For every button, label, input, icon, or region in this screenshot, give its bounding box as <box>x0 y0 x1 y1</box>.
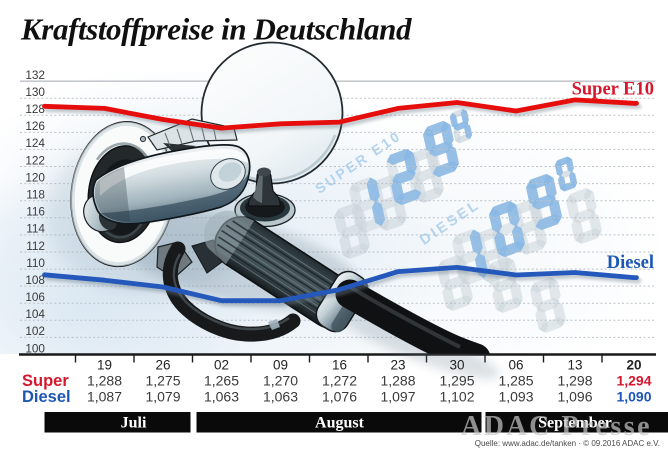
svg-text:106: 106 <box>25 290 45 304</box>
svg-text:20: 20 <box>626 358 641 373</box>
svg-text:1,272: 1,272 <box>322 373 357 389</box>
svg-text:132: 132 <box>25 68 45 82</box>
svg-text:110: 110 <box>26 256 45 270</box>
svg-text:1,102: 1,102 <box>439 389 474 405</box>
svg-text:26: 26 <box>155 358 170 373</box>
svg-text:Diesel: Diesel <box>22 388 71 406</box>
svg-text:124: 124 <box>25 136 45 150</box>
svg-text:104: 104 <box>25 307 45 321</box>
svg-text:30: 30 <box>449 358 464 373</box>
svg-text:1,097: 1,097 <box>380 389 415 405</box>
svg-text:1,295: 1,295 <box>439 373 474 389</box>
svg-text:1,285: 1,285 <box>498 373 533 389</box>
svg-text:1,076: 1,076 <box>322 389 357 405</box>
svg-text:1,288: 1,288 <box>380 373 415 389</box>
svg-text:Quelle: www.adac.de/tanken · ©: Quelle: www.adac.de/tanken · © 09.2016 A… <box>475 439 660 448</box>
svg-text:1,298: 1,298 <box>557 373 592 389</box>
svg-text:116: 116 <box>26 205 45 219</box>
svg-text:1,275: 1,275 <box>145 373 180 389</box>
svg-text:1,288: 1,288 <box>87 373 122 389</box>
svg-text:Juli: Juli <box>121 415 147 432</box>
svg-text:06: 06 <box>508 358 523 373</box>
svg-text:1,270: 1,270 <box>263 373 298 389</box>
svg-text:Super E10: Super E10 <box>572 80 654 100</box>
svg-text:122: 122 <box>25 153 45 167</box>
svg-text:120: 120 <box>25 170 45 184</box>
svg-text:1,096: 1,096 <box>557 389 592 405</box>
svg-text:16: 16 <box>332 358 347 373</box>
svg-text:Diesel: Diesel <box>607 253 654 273</box>
svg-text:118: 118 <box>26 188 45 202</box>
svg-text:1,087: 1,087 <box>87 389 122 405</box>
svg-text:19: 19 <box>97 358 112 373</box>
svg-text:1,090: 1,090 <box>616 389 651 405</box>
svg-text:ADAC Presse: ADAC Presse <box>461 411 652 442</box>
svg-text:102: 102 <box>25 324 45 338</box>
svg-text:126: 126 <box>25 119 45 133</box>
svg-text:100: 100 <box>25 341 45 355</box>
svg-text:1,093: 1,093 <box>498 389 533 405</box>
svg-text:130: 130 <box>25 85 45 99</box>
svg-text:23: 23 <box>390 358 405 373</box>
svg-text:02: 02 <box>214 358 229 373</box>
svg-text:1,063: 1,063 <box>204 389 239 405</box>
svg-text:September: September <box>538 415 612 432</box>
svg-text:128: 128 <box>25 102 45 116</box>
svg-text:Kraftstoffpreise in Deutschlan: Kraftstoffpreise in Deutschland <box>20 12 412 47</box>
svg-text:112: 112 <box>26 239 45 253</box>
svg-text:1,265: 1,265 <box>204 373 239 389</box>
svg-text:1,079: 1,079 <box>145 389 180 405</box>
svg-text:09: 09 <box>273 358 288 373</box>
svg-text:13: 13 <box>567 358 582 373</box>
svg-text:108: 108 <box>25 273 45 287</box>
svg-text:Super: Super <box>22 372 69 390</box>
svg-text:1,063: 1,063 <box>263 389 298 405</box>
svg-text:1,294: 1,294 <box>616 373 651 389</box>
svg-text:August: August <box>315 415 365 432</box>
svg-text:114: 114 <box>26 222 45 236</box>
